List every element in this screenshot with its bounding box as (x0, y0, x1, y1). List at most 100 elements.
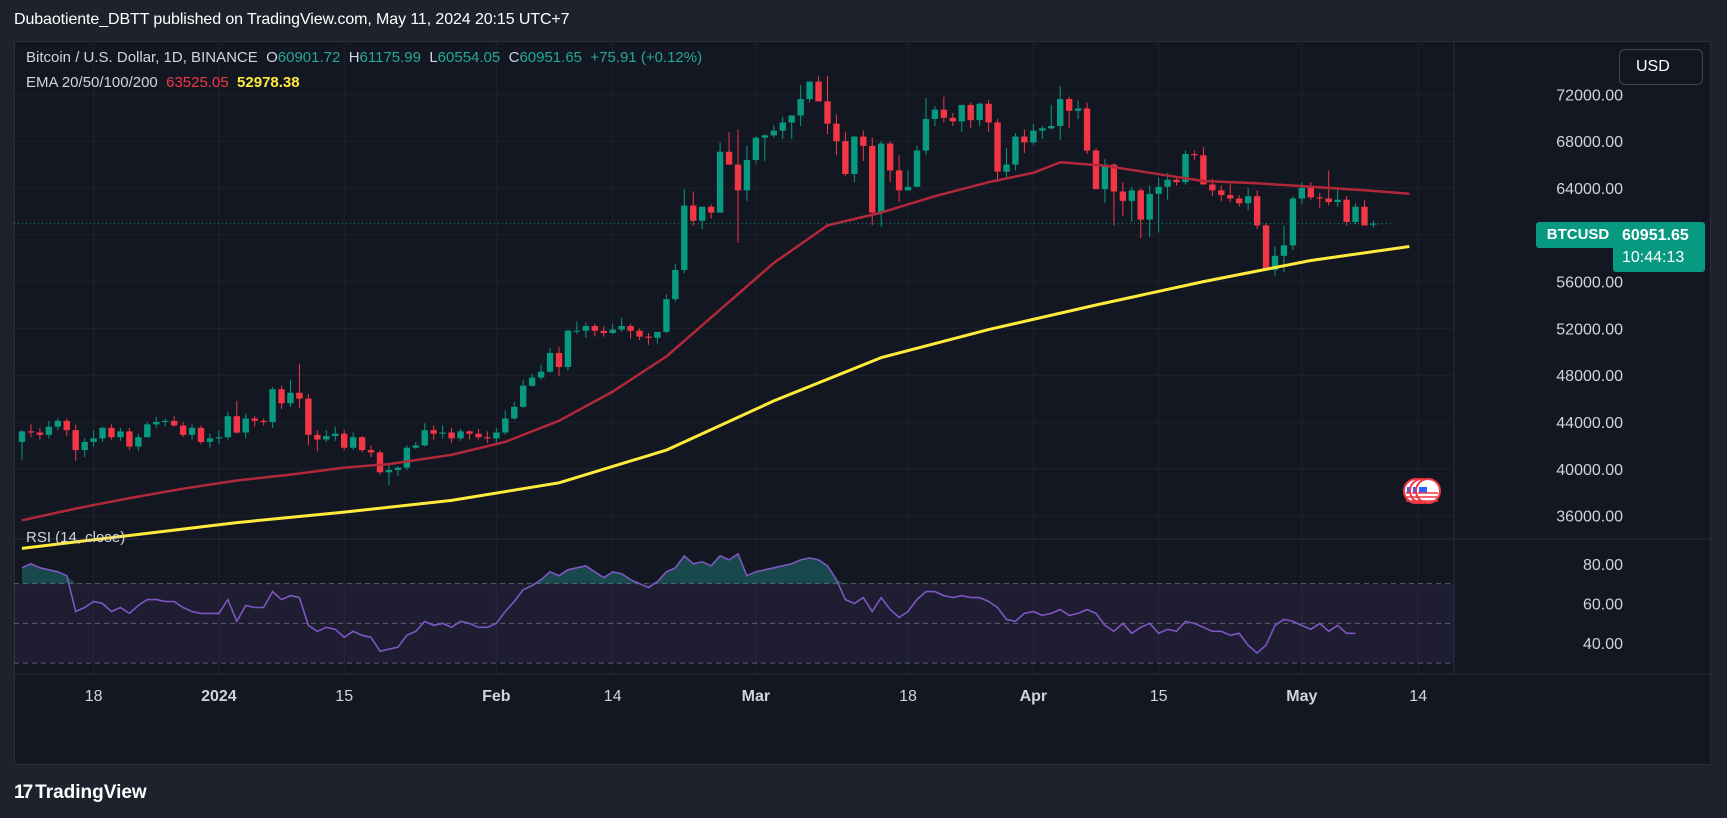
candle-body (707, 206, 715, 213)
tradingview-logo[interactable]: 17 TradingView (14, 782, 147, 804)
candle-body (278, 389, 285, 404)
close-value: 60951.65 (519, 49, 583, 66)
candle-body (466, 431, 473, 434)
rsi-legend[interactable]: RSI (14, close) (26, 529, 125, 546)
candle-body (305, 398, 312, 435)
candle-body (403, 447, 411, 468)
currency-button[interactable]: USD (1619, 49, 1703, 85)
candle-body (1253, 196, 1261, 226)
ema-slow-line (21, 245, 1410, 550)
open-value: 60901.72 (277, 49, 341, 66)
candle-body (269, 389, 276, 422)
candle-body (913, 150, 921, 187)
time-axis-label: Feb (482, 688, 511, 705)
candle-body (1146, 193, 1153, 220)
rsi-axis-label: 40.00 (1583, 636, 1623, 653)
price-axis-label: 64000.00 (1556, 181, 1623, 198)
candle-body (1128, 190, 1135, 201)
symbol-legend[interactable]: Bitcoin / U.S. Dollar, 1D, BINANCE O6090… (26, 49, 702, 66)
chart-panel[interactable] (14, 41, 1711, 765)
ema-value-fast: 63525.05 (166, 74, 229, 91)
candle-body (18, 431, 26, 442)
rsi-axis-label: 60.00 (1583, 597, 1623, 614)
candle-body (162, 420, 169, 422)
candle-body (842, 141, 849, 174)
candle-body (958, 104, 965, 122)
candle-body (1361, 206, 1368, 226)
candle-body (475, 433, 482, 438)
candle-body (1262, 225, 1270, 270)
time-axis-label: 14 (1409, 688, 1427, 705)
candle-body (367, 450, 375, 453)
candle-body (63, 420, 70, 431)
candle-body (457, 431, 464, 439)
candle-body (878, 143, 885, 213)
candle-body (591, 326, 598, 331)
candle-body (135, 437, 142, 447)
candle-body (358, 437, 366, 451)
candle-body (54, 420, 61, 427)
candle-body (743, 159, 751, 191)
candle-body (1352, 206, 1359, 222)
ema-label[interactable]: EMA 20/50/100/200 (26, 74, 158, 91)
candle-body (654, 331, 661, 338)
bar-countdown: 10:44:13 (1622, 249, 1685, 266)
symbol-tag: BTCUSD (1536, 222, 1620, 248)
candle-body (815, 81, 822, 102)
candle-body (1065, 99, 1073, 111)
candle-body (439, 432, 446, 434)
candle-body (215, 437, 223, 439)
candle-body (609, 329, 616, 334)
candle-body (976, 103, 983, 121)
candle-body (1119, 191, 1127, 201)
rsi-axis-label: 80.00 (1583, 557, 1623, 574)
candle-body (332, 433, 339, 437)
candle-body (421, 430, 428, 446)
price-axis-label: 36000.00 (1556, 509, 1623, 526)
rsi-line (21, 552, 1356, 655)
candle-body (484, 437, 491, 439)
candle-body (1209, 184, 1216, 191)
candle-body (833, 123, 840, 142)
candle-body (376, 452, 384, 473)
candle-body (99, 427, 106, 439)
candle-body (761, 135, 769, 138)
symbol-name[interactable]: Bitcoin / U.S. Dollar, 1D, BINANCE (26, 49, 258, 66)
candle-body (197, 427, 205, 442)
candle-body (895, 170, 903, 191)
candle-body (967, 104, 974, 121)
rsi-label[interactable]: RSI (14, close) (26, 529, 126, 546)
candle-body (564, 330, 572, 368)
candle-body (448, 432, 455, 439)
time-axis-label: May (1286, 688, 1317, 705)
candle-body (1110, 164, 1118, 192)
candle-body (1155, 186, 1162, 194)
high-value: 61175.99 (359, 49, 421, 66)
candle-body (716, 151, 724, 213)
candle-body (869, 145, 876, 213)
candle-body (144, 424, 151, 438)
candle-body (36, 432, 44, 435)
candle-body (690, 205, 697, 221)
time-axis-label: 2024 (201, 688, 237, 705)
candle-body (1173, 179, 1180, 183)
tradingview-brand: TradingView (35, 782, 147, 803)
candle-body (1218, 190, 1225, 196)
candle-body (1012, 136, 1019, 165)
ema-fast-line (21, 161, 1410, 522)
candle-body (949, 117, 956, 122)
candle-body (493, 432, 500, 439)
candlestick-chart[interactable]: 72000.0068000.0064000.0060000.0056000.00… (14, 41, 1711, 765)
time-axis-label: 18 (899, 688, 917, 705)
candle-body (1280, 245, 1288, 256)
candle-body (1101, 164, 1109, 190)
time-axis-label: 18 (85, 688, 103, 705)
candle-body (1182, 154, 1189, 183)
candle-body (1271, 255, 1279, 270)
ema-legend[interactable]: EMA 20/50/100/200 63525.05 52978.38 (26, 74, 300, 91)
candle-body (179, 425, 187, 435)
candle-body (904, 186, 912, 191)
price-axis-label: 52000.00 (1556, 321, 1623, 338)
candle-body (555, 352, 563, 368)
candle-body (672, 269, 679, 300)
